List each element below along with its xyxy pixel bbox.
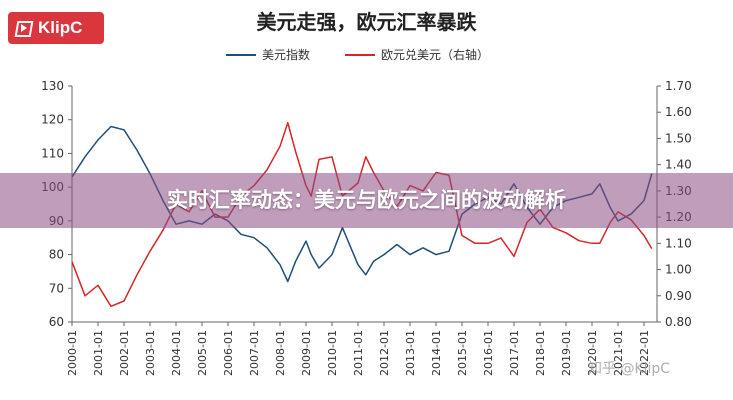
y-left-tick-label: 130 xyxy=(41,79,64,93)
x-tick-label: 2019-01 xyxy=(560,330,573,376)
x-tick-label: 2022-01 xyxy=(638,330,651,376)
x-tick-label: 2000-01 xyxy=(66,330,79,376)
x-tick-label: 2016-01 xyxy=(482,330,495,376)
brand-name: KlipC xyxy=(38,18,83,37)
klipc-logo: KlipC xyxy=(8,12,104,44)
y-left-tick-label: 80 xyxy=(49,248,64,262)
x-tick-label: 2001-01 xyxy=(92,330,105,376)
x-tick-label: 2002-01 xyxy=(118,330,131,376)
x-tick-label: 2011-01 xyxy=(352,330,365,376)
x-tick-label: 2021-01 xyxy=(612,330,625,376)
banner-headline: 实时汇率动态：美元与欧元之间的波动解析 xyxy=(167,188,566,212)
y-right-tick-label: 1.10 xyxy=(665,236,692,250)
y-left-tick-label: 60 xyxy=(49,315,64,329)
y-right-tick-label: 0.90 xyxy=(665,289,692,303)
y-right-tick-label: 1.50 xyxy=(665,131,692,145)
x-tick-label: 2004-01 xyxy=(170,330,183,376)
x-tick-label: 2020-01 xyxy=(586,330,599,376)
y-right-tick-label: 1.70 xyxy=(665,79,692,93)
x-tick-label: 2005-01 xyxy=(196,330,209,376)
x-tick-label: 2013-01 xyxy=(404,330,417,376)
y-left-tick-label: 70 xyxy=(49,281,64,295)
chart-title: 美元走强，欧元汇率暴跌 xyxy=(256,10,477,34)
x-tick-label: 2010-01 xyxy=(326,330,339,376)
overlay-banner xyxy=(0,173,733,228)
watermark: 知乎 @KlipC xyxy=(588,361,671,377)
legend-label: 欧元兑美元（右轴） xyxy=(381,47,489,62)
y-right-tick-label: 1.40 xyxy=(665,158,692,172)
legend-label: 美元指数 xyxy=(262,47,310,62)
x-tick-label: 2007-01 xyxy=(248,330,261,376)
y-left-tick-label: 110 xyxy=(41,146,64,160)
y-right-tick-label: 0.80 xyxy=(665,315,692,329)
x-tick-label: 2009-01 xyxy=(300,330,313,376)
x-tick-label: 2014-01 xyxy=(430,330,443,376)
x-tick-label: 2008-01 xyxy=(274,330,287,376)
x-tick-label: 2017-01 xyxy=(508,330,521,376)
y-right-tick-label: 1.00 xyxy=(665,263,692,277)
x-tick-label: 2018-01 xyxy=(534,330,547,376)
y-right-tick-label: 1.60 xyxy=(665,105,692,119)
x-tick-label: 2006-01 xyxy=(222,330,235,376)
x-tick-label: 2003-01 xyxy=(144,330,157,376)
x-tick-label: 2012-01 xyxy=(378,330,391,376)
x-tick-label: 2015-01 xyxy=(456,330,469,376)
y-left-tick-label: 120 xyxy=(41,113,64,127)
